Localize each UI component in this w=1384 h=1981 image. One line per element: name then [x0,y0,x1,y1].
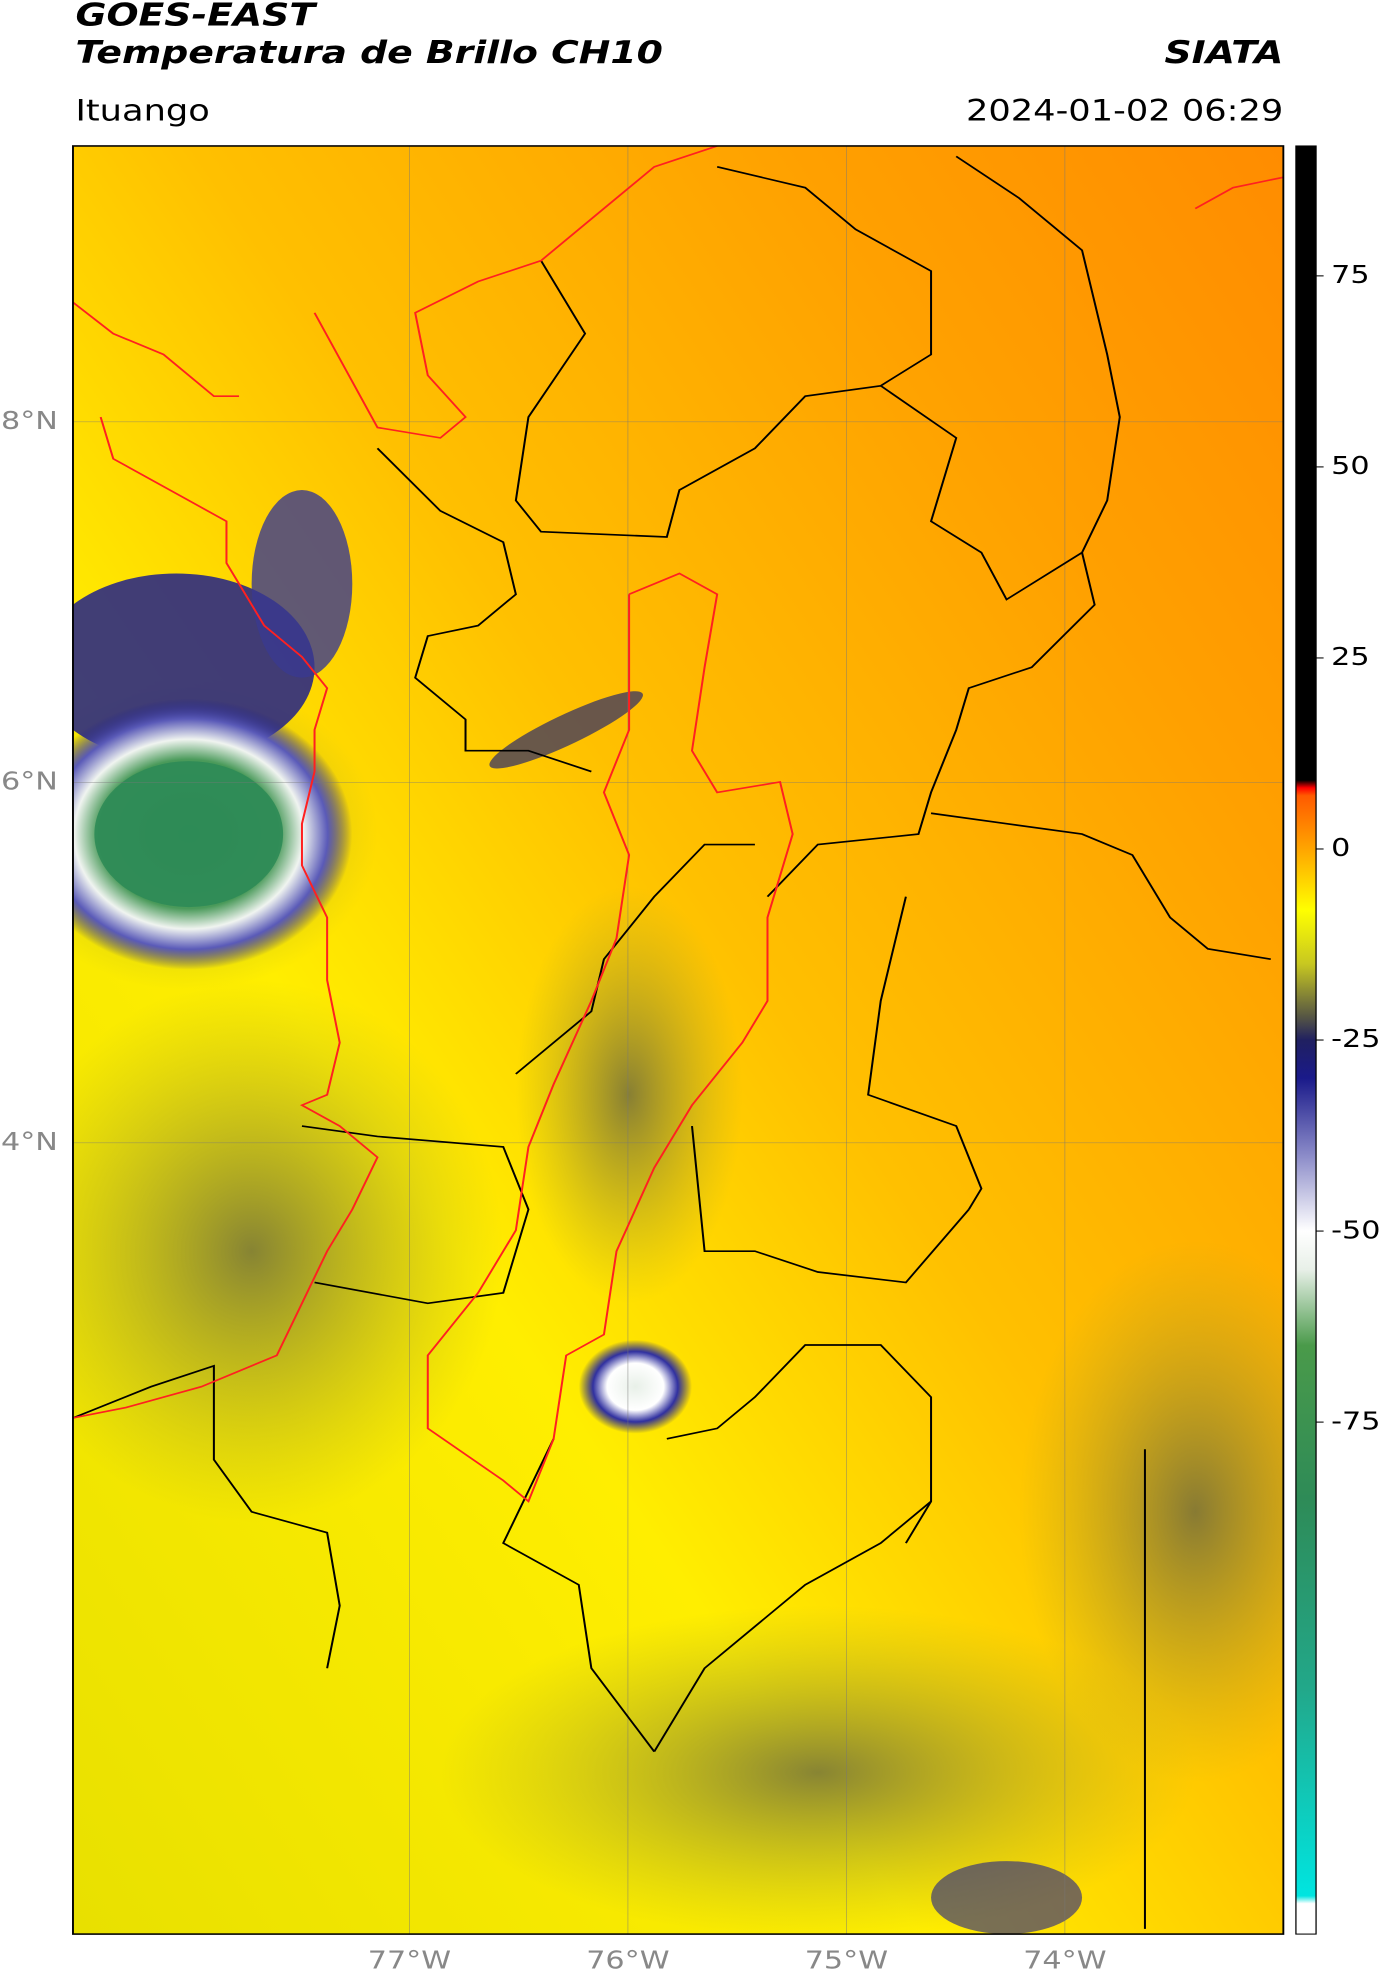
x-tick-label: 76°W [586,1945,669,1975]
admin-borders [72,155,1271,1929]
colorbar-tick-label: 50 [1331,451,1369,481]
y-tick-label: 4°N [1,1127,58,1157]
datetime: 2024-01-02 06:29 [966,94,1283,128]
map-frame [72,145,1285,1935]
location: Ituango [75,94,209,128]
colorbar-tick-label: 25 [1331,642,1369,672]
colorbar-tick-label: 0 [1331,833,1350,863]
source: SIATA [1165,35,1284,71]
x-tick-label: 74°W [1023,1945,1106,1975]
colorbar [1295,145,1317,1935]
subtitle: Temperatura de Brillo CH10 [75,35,662,71]
map-image [72,145,1284,1935]
x-tick-label: 77°W [368,1945,451,1975]
grid [72,145,1284,1935]
coast-and-boundary [72,145,1284,1503]
x-tick-label: 75°W [805,1945,888,1975]
y-tick-label: 6°N [1,766,58,796]
title: GOES-EAST [75,0,317,34]
colorbar-tick-label: 75 [1331,260,1369,290]
colorbar-tick-label: -25 [1331,1024,1380,1054]
y-tick-label: 8°N [1,406,58,436]
colorbar-tick-label: -50 [1331,1215,1380,1245]
colorbar-tick-label: -75 [1331,1406,1380,1436]
